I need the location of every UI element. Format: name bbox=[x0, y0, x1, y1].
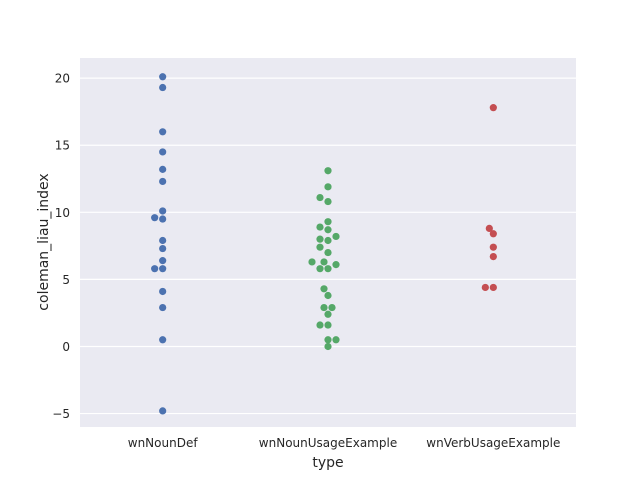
data-point bbox=[320, 258, 328, 266]
y-tick-label: 10 bbox=[55, 206, 70, 220]
data-point bbox=[324, 342, 332, 351]
data-point bbox=[324, 248, 332, 257]
data-point bbox=[324, 336, 332, 344]
data-point bbox=[151, 214, 159, 222]
x-tick-label: wnNounUsageExample bbox=[259, 436, 397, 450]
data-point bbox=[316, 321, 324, 329]
y-tick-labels: −5 0 5 10 15 20 bbox=[52, 72, 70, 421]
data-point bbox=[159, 148, 167, 156]
data-point bbox=[485, 224, 493, 233]
data-point bbox=[159, 165, 167, 173]
x-tick-label: wnNounDef bbox=[128, 436, 199, 450]
data-point bbox=[320, 303, 328, 312]
data-point bbox=[324, 265, 332, 273]
data-point bbox=[159, 287, 167, 296]
data-point bbox=[159, 265, 167, 273]
data-point bbox=[316, 265, 324, 273]
data-point bbox=[332, 336, 340, 344]
y-tick-label: −5 bbox=[52, 407, 70, 421]
data-point bbox=[332, 261, 340, 269]
data-point bbox=[159, 177, 167, 186]
x-tick-label: wnVerbUsageExample bbox=[426, 436, 560, 450]
data-point bbox=[324, 167, 332, 175]
y-axis-label: coleman_liau_index bbox=[36, 173, 52, 310]
data-point bbox=[159, 128, 167, 136]
data-point bbox=[489, 243, 497, 251]
y-tick-label: 15 bbox=[55, 139, 70, 153]
data-point bbox=[324, 226, 332, 234]
data-point bbox=[151, 265, 159, 273]
data-point bbox=[481, 283, 489, 292]
data-point bbox=[308, 258, 316, 266]
data-point bbox=[324, 291, 332, 300]
data-point bbox=[324, 310, 332, 318]
data-point bbox=[316, 243, 324, 251]
data-point bbox=[159, 336, 167, 344]
data-point bbox=[159, 215, 167, 223]
data-point bbox=[159, 303, 167, 312]
y-tick-label: 20 bbox=[55, 72, 70, 86]
data-point bbox=[316, 223, 324, 231]
data-point bbox=[489, 283, 497, 292]
x-axis-label: type bbox=[312, 455, 343, 471]
data-point bbox=[324, 197, 332, 206]
data-point bbox=[159, 257, 167, 265]
data-point bbox=[316, 193, 324, 202]
data-point bbox=[332, 232, 340, 241]
data-point bbox=[159, 73, 167, 81]
data-point bbox=[159, 83, 167, 92]
data-point bbox=[324, 218, 332, 226]
x-tick-labels: wnNounDef wnNounUsageExample wnVerbUsageEx… bbox=[128, 436, 561, 450]
data-point bbox=[324, 183, 332, 191]
data-point bbox=[324, 321, 332, 329]
data-point bbox=[489, 252, 497, 261]
y-tick-label: 0 bbox=[62, 340, 70, 354]
data-point bbox=[489, 104, 497, 112]
data-point bbox=[324, 236, 332, 245]
data-point bbox=[320, 285, 328, 293]
data-point bbox=[328, 303, 336, 312]
data-point bbox=[159, 244, 167, 253]
data-point bbox=[316, 235, 324, 243]
data-point bbox=[159, 236, 167, 245]
data-point bbox=[489, 230, 497, 238]
y-tick-label: 5 bbox=[62, 273, 70, 287]
data-points bbox=[151, 73, 497, 415]
data-point bbox=[159, 207, 167, 215]
data-point bbox=[159, 407, 167, 415]
